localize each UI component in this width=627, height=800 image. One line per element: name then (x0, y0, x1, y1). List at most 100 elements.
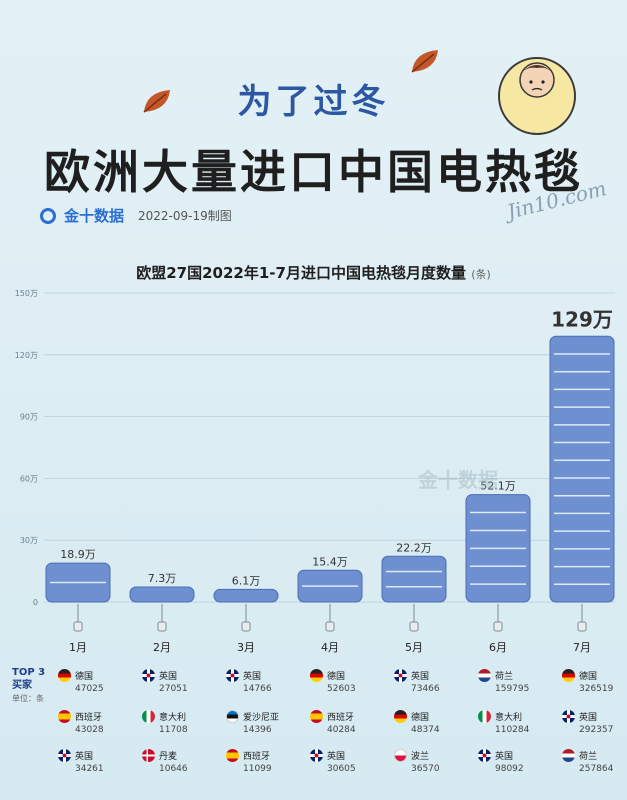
y-tick-label: 60万 (20, 474, 38, 483)
gb-flag-icon (310, 749, 323, 762)
buyer-quantity: 52603 (327, 684, 356, 694)
watermark: 金十数据 (418, 468, 498, 492)
buyer-entry: 英国 73466 (394, 669, 454, 694)
buyer-country: 爱沙尼亚 (243, 713, 280, 723)
top3-label-line1: TOP 3 (12, 667, 46, 678)
bar (549, 335, 615, 603)
buyer-quantity: 47025 (75, 684, 104, 694)
buyer-entry: 西班牙 43028 (58, 710, 118, 735)
buyer-entry: 英国 14766 (226, 669, 286, 694)
buyer-quantity: 48374 (411, 725, 440, 735)
top3-unit: 单位：条 (12, 694, 44, 703)
buyer-country: 意大利 (495, 713, 523, 723)
y-tick-label: 0 (33, 598, 38, 607)
buyer-quantity: 326519 (579, 684, 614, 694)
gb-flag-icon (394, 669, 407, 682)
buyer-quantity: 43028 (75, 725, 104, 735)
buyer-country: 丹麦 (159, 752, 178, 762)
brand-line: 金十数据 2022-09-19制图 (40, 205, 232, 226)
wrapped-person-illustration (498, 57, 576, 135)
buyer-quantity: 30605 (327, 764, 356, 774)
x-tick-label: 6月 (489, 641, 507, 654)
buyer-entry: 德国 52603 (310, 669, 370, 694)
buyer-entry: 德国 326519 (562, 669, 622, 694)
buyer-quantity: 34261 (75, 764, 104, 774)
gb-flag-icon (562, 710, 575, 723)
buyer-country: 德国 (75, 672, 94, 682)
es-flag-icon (58, 710, 71, 723)
buyer-country: 英国 (411, 672, 430, 682)
data-label: 129万 (551, 307, 613, 331)
buyer-quantity: 159795 (495, 684, 530, 694)
de-flag-icon (394, 710, 407, 723)
nl-flag-icon (562, 749, 575, 762)
buyer-entry: 荷兰 159795 (478, 669, 538, 694)
buyer-quantity: 73466 (411, 684, 440, 694)
plug-icon (409, 621, 419, 632)
buyer-entry: 英国 292357 (562, 710, 622, 735)
de-flag-icon (310, 669, 323, 682)
buyer-entry: 英国 98092 (478, 749, 538, 774)
plug-icon (325, 621, 335, 632)
buyer-country: 荷兰 (495, 672, 514, 682)
chart-unit: (条) (471, 268, 491, 281)
buyer-country: 意大利 (159, 713, 187, 723)
buyer-entry: 德国 47025 (58, 669, 118, 694)
buyer-quantity: 292357 (579, 725, 614, 735)
top3-label: TOP 3 买家 单位：条 (12, 666, 45, 705)
y-tick-label: 120万 (15, 351, 38, 360)
buyer-quantity: 98092 (495, 764, 524, 774)
x-tick-label: 5月 (405, 641, 423, 654)
kicker-title: 为了过冬 (237, 82, 390, 122)
buyer-country: 英国 (159, 672, 178, 682)
data-label: 7.3万 (148, 572, 177, 585)
gb-flag-icon (478, 749, 491, 762)
buyer-entry: 意大利 11708 (142, 710, 202, 735)
x-tick-label: 1月 (69, 641, 87, 654)
x-tick-label: 7月 (573, 641, 591, 654)
pl-flag-icon (394, 749, 407, 762)
buyer-entry: 荷兰 257864 (562, 749, 622, 774)
buyer-entry: 丹麦 10646 (142, 749, 202, 774)
x-tick-label: 2月 (153, 641, 171, 654)
buyer-quantity: 36570 (411, 764, 440, 774)
plug-icon (157, 621, 167, 632)
data-label: 6.1万 (232, 574, 261, 587)
buyer-entry: 爱沙尼亚 14396 (226, 710, 286, 735)
brand-logo-icon (40, 207, 56, 224)
buyer-quantity: 11708 (159, 725, 188, 735)
data-label: 22.2万 (396, 541, 432, 554)
plug-icon (493, 621, 503, 632)
ee-flag-icon (226, 710, 239, 723)
buyer-country: 德国 (579, 672, 598, 682)
data-label: 18.9万 (60, 548, 96, 561)
buyer-country: 德国 (327, 672, 346, 682)
de-flag-icon (562, 669, 575, 682)
plug-icon (241, 621, 251, 632)
y-tick-label: 150万 (15, 289, 38, 298)
brand-name: 金十数据 (64, 207, 125, 225)
buyer-country: 德国 (411, 713, 430, 723)
y-tick-label: 30万 (20, 536, 38, 545)
plug-icon (577, 621, 587, 632)
chart-title-text: 欧盟27国2022年1-7月进口中国电热毯月度数量 (136, 264, 466, 282)
chart-title: 欧盟27国2022年1-7月进口中国电热毯月度数量 (条) (0, 262, 627, 283)
buyer-entry: 英国 30605 (310, 749, 370, 774)
gb-flag-icon (142, 669, 155, 682)
buyer-country: 英国 (75, 752, 94, 762)
buyer-country: 西班牙 (243, 752, 271, 762)
de-flag-icon (58, 669, 71, 682)
data-label: 52.1万 (480, 480, 516, 493)
buyer-entry: 波兰 36570 (394, 749, 454, 774)
leaf-decoration-left (143, 90, 170, 113)
plug-icon (73, 621, 83, 632)
buyer-country: 西班牙 (75, 713, 103, 723)
buyer-quantity: 11099 (243, 764, 272, 774)
bar (213, 588, 279, 603)
buyer-country: 荷兰 (579, 752, 598, 762)
buyer-entry: 英国 27051 (142, 669, 202, 694)
it-flag-icon (478, 710, 491, 723)
gb-flag-icon (226, 669, 239, 682)
buyer-entry: 西班牙 11099 (226, 749, 286, 774)
